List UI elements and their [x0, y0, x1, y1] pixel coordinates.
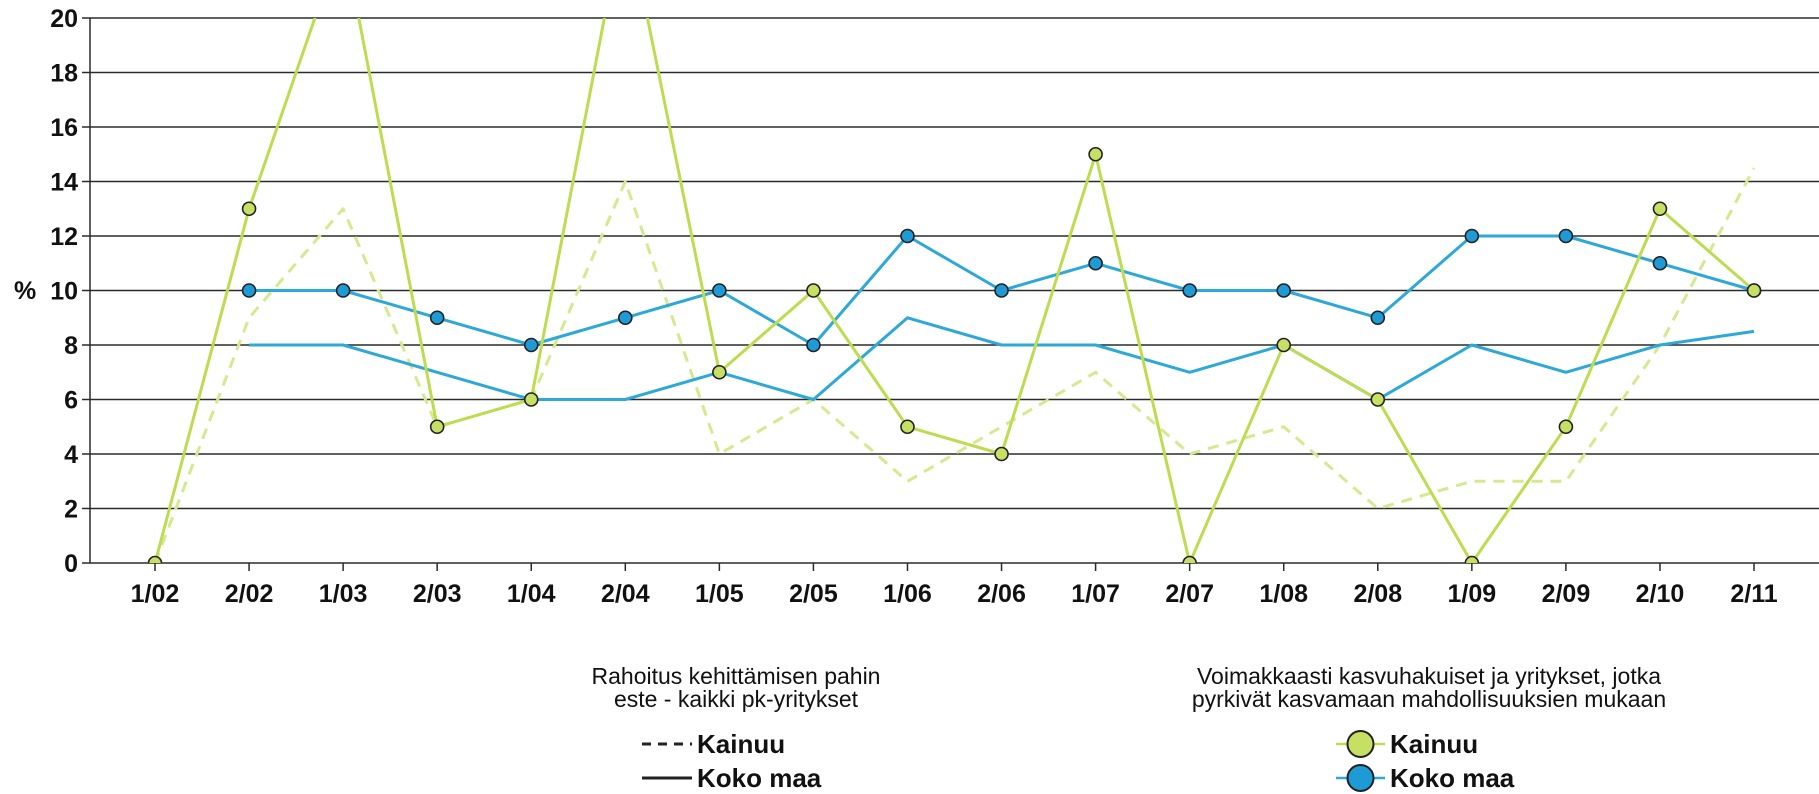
x-axis-ticks: 1/02 2/02 1/03 2/03 1/04 2/04 1/05 2/05 1/06 2/06…	[131, 563, 1778, 608]
y-tick-label: 4	[64, 441, 78, 469]
data-point	[1182, 283, 1197, 298]
data-point	[1088, 255, 1103, 271]
y-axis-ticks: 0 2 4 6 8 10 12 14 16 18 20	[50, 5, 90, 578]
data-point	[1464, 228, 1480, 244]
legend-entry-label: Koko maa	[697, 763, 822, 793]
data-point	[1652, 201, 1668, 217]
series-line	[249, 316, 1755, 401]
x-tick-label: 1/09	[1448, 580, 1497, 608]
legend-title: pyrkivät kasvamaan mahdollisuuksien muka…	[1192, 686, 1666, 712]
y-tick-label: 18	[50, 60, 78, 88]
legend-title: este - kaikki pk-yritykset	[614, 686, 859, 712]
x-tick-label: 2/11	[1730, 580, 1777, 608]
data-point	[523, 392, 539, 407]
data-point	[1370, 392, 1386, 407]
data-point	[900, 419, 915, 435]
series-1-koko-maa	[241, 228, 1762, 353]
y-tick-label: 0	[64, 550, 78, 578]
legend-title: Voimakkaasti kasvuhakuiset ja yritykset,…	[1197, 663, 1661, 689]
data-point	[900, 228, 915, 244]
data-point	[1370, 310, 1386, 326]
data-point	[429, 419, 445, 435]
x-tick-label: 1/07	[1071, 580, 1120, 608]
series-layer	[147, 18, 1762, 563]
legend-title: Rahoitus kehittämisen pahin	[592, 663, 881, 689]
data-point	[806, 283, 821, 298]
data-point	[712, 283, 727, 298]
data-point	[523, 337, 539, 353]
data-point	[1746, 283, 1762, 298]
data-point	[1276, 337, 1292, 353]
y-tick-label: 20	[50, 5, 78, 33]
legend-entry-label: Kainuu	[697, 729, 785, 759]
data-point	[1464, 555, 1480, 563]
x-tick-label: 1/05	[695, 580, 744, 608]
data-point	[335, 283, 351, 298]
x-tick-label: 2/06	[977, 580, 1026, 608]
x-tick-label: 2/02	[225, 580, 274, 608]
data-point	[994, 283, 1009, 298]
data-point	[241, 201, 257, 217]
x-tick-label: 2/10	[1636, 580, 1685, 608]
x-tick-label: 1/04	[507, 580, 556, 608]
data-point	[1182, 555, 1197, 563]
x-tick-label: 2/03	[413, 580, 462, 608]
legend-swatch-marker	[1346, 730, 1375, 758]
x-tick-label: 2/08	[1353, 580, 1402, 608]
legend-entry-label: Kainuu	[1390, 729, 1478, 759]
legend-entry-label: Koko maa	[1390, 763, 1515, 793]
x-tick-label: 1/06	[883, 580, 932, 608]
data-point	[241, 283, 257, 298]
data-point	[994, 446, 1009, 462]
y-tick-label: 8	[64, 332, 78, 360]
data-point	[806, 337, 821, 353]
y-tick-label: 16	[50, 114, 78, 142]
data-point	[429, 310, 445, 326]
legend-group-1: Voimakkaasti kasvuhakuiset ja yritykset,…	[1192, 663, 1666, 793]
data-point	[1088, 146, 1103, 162]
y-axis-label: %	[14, 277, 36, 305]
x-tick-label: 2/07	[1165, 580, 1214, 608]
data-point	[1558, 228, 1574, 244]
x-tick-label: 1/02	[131, 580, 180, 608]
data-point	[1558, 419, 1574, 435]
x-tick-label: 2/05	[789, 580, 838, 608]
x-tick-label: 1/03	[319, 580, 368, 608]
series-line	[153, 18, 1755, 563]
x-tick-label: 2/09	[1542, 580, 1591, 608]
data-point	[147, 555, 163, 563]
y-tick-label: 12	[50, 223, 78, 251]
data-point	[617, 310, 633, 326]
data-point	[1276, 283, 1292, 298]
y-tick-label: 10	[50, 278, 78, 306]
y-tick-label: 2	[64, 496, 78, 524]
data-point	[712, 364, 727, 380]
data-point	[1652, 255, 1668, 271]
series-0-koko-maa	[249, 316, 1755, 401]
y-tick-label: 14	[50, 169, 78, 197]
legend-swatch-marker	[1346, 764, 1375, 792]
x-tick-label: 1/08	[1259, 580, 1308, 608]
y-tick-label: 6	[64, 387, 78, 415]
x-tick-label: 2/04	[601, 580, 650, 608]
series-1-kainuu	[147, 18, 1762, 563]
